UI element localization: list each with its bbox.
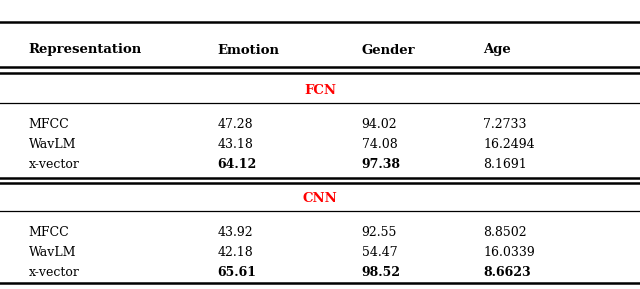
Text: 42.18: 42.18	[218, 245, 253, 258]
Text: 8.6623: 8.6623	[483, 266, 531, 279]
Text: Emotion: Emotion	[218, 44, 280, 57]
Text: Gender: Gender	[362, 44, 415, 57]
Text: MFCC: MFCC	[29, 225, 70, 238]
Text: WavLM: WavLM	[29, 138, 76, 151]
Text: WavLM: WavLM	[29, 245, 76, 258]
Text: MFCC: MFCC	[29, 118, 70, 131]
Text: 43.18: 43.18	[218, 138, 253, 151]
Text: 43.92: 43.92	[218, 225, 253, 238]
Text: CNN: CNN	[303, 192, 337, 205]
Text: 94.02: 94.02	[362, 118, 397, 131]
Text: 16.0339: 16.0339	[483, 245, 535, 258]
Text: Age: Age	[483, 44, 511, 57]
Text: FCN: FCN	[304, 84, 336, 97]
Text: 97.38: 97.38	[362, 158, 401, 171]
Text: 47.28: 47.28	[218, 118, 253, 131]
Text: 8.1691: 8.1691	[483, 158, 527, 171]
Text: x-vector: x-vector	[29, 158, 79, 171]
Text: x-vector: x-vector	[29, 266, 79, 279]
Text: 7.2733: 7.2733	[483, 118, 527, 131]
Text: 54.47: 54.47	[362, 245, 397, 258]
Text: 16.2494: 16.2494	[483, 138, 535, 151]
Text: 64.12: 64.12	[218, 158, 257, 171]
Text: 8.8502: 8.8502	[483, 225, 527, 238]
Text: 92.55: 92.55	[362, 225, 397, 238]
Text: 74.08: 74.08	[362, 138, 397, 151]
Text: Representation: Representation	[29, 44, 142, 57]
Text: 65.61: 65.61	[218, 266, 257, 279]
Text: 98.52: 98.52	[362, 266, 401, 279]
